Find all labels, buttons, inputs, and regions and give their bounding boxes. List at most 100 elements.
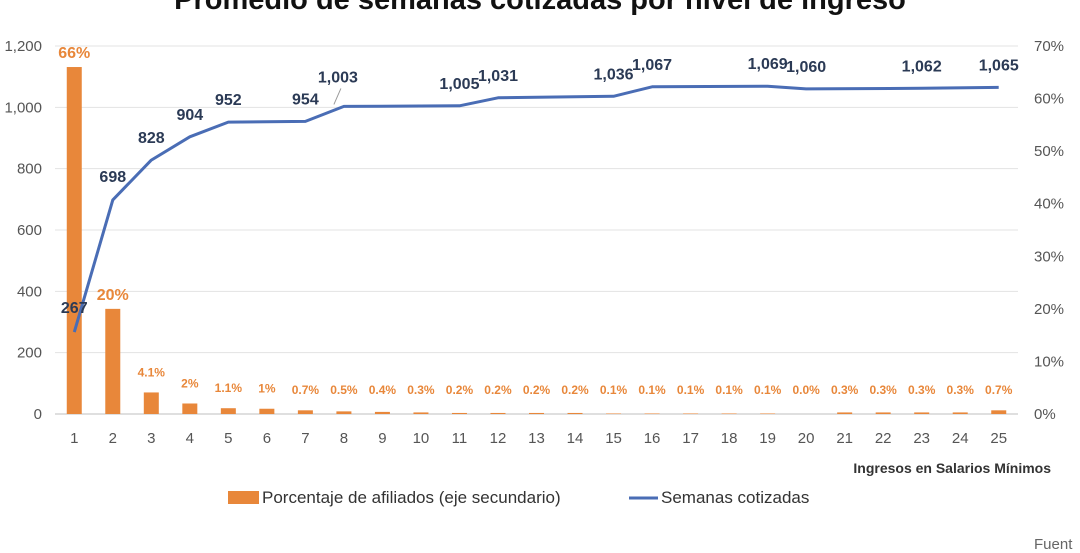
y2-tick-label: 70% [1034,38,1064,55]
y2-tick-label: 20% [1034,301,1064,318]
x-tick-label: 12 [490,430,507,447]
line-series [72,84,999,333]
line-data-label: 1,062 [902,58,942,75]
bar [66,67,82,415]
y2-tick-label: 0% [1034,406,1056,423]
bar-data-label: 1% [258,382,276,396]
leader-line [333,88,342,105]
y-axis-primary: 0 200 400 600 800 1,000 1,200 [4,38,42,423]
line-data-label: 1,036 [594,66,634,83]
x-tick-label: 1 [70,430,78,447]
line-data-label: 954 [292,91,319,108]
x-tick-label: 20 [798,430,815,447]
x-tick-label: 15 [605,430,622,447]
bar [105,308,121,414]
line-data-label: 267 [61,300,88,317]
bar [837,412,853,414]
y2-tick-label: 60% [1034,91,1064,108]
x-tick-label: 9 [378,430,386,447]
y2-tick-label: 50% [1034,143,1064,160]
bar-series [66,67,1007,415]
bar [297,410,313,414]
bar-data-label: 0.0% [792,383,820,397]
x-tick-label: 19 [759,430,776,447]
bar-data-label: 4.1% [138,365,166,379]
bar-data-label: 0.2% [484,383,512,397]
bar-data-label: 0.3% [831,383,859,397]
line-data-label: 952 [215,92,242,109]
x-tick-label: 11 [452,430,468,447]
bar [529,412,544,414]
x-tick-label: 10 [413,430,430,447]
bar-data-label: 0.7% [985,383,1013,397]
x-tick-label: 25 [990,430,1007,447]
y-tick-label: 1,200 [4,38,42,55]
bar [721,413,737,414]
data-labels: 66% 20% 4.1% 2% 1.1% 1% 0.7% 0.5% 0.4% 0.3% 0.2% 0.… [58,45,1019,397]
bar [952,412,968,414]
line-data-label: 1,065 [979,57,1019,74]
bar-data-label: 0.1% [677,383,705,397]
legend-bar-label: Porcentaje de afiliados (eje secundario) [262,488,561,507]
x-axis-title: Ingresos en Salarios Mínimos [853,460,1051,476]
bar [259,408,275,414]
bar-data-label: 0.3% [870,383,898,397]
y-tick-label: 600 [17,222,42,239]
bar [451,412,467,414]
legend: Porcentaje de afiliados (eje secundario)… [228,488,809,507]
x-tick-label: 4 [186,430,194,447]
x-tick-label: 5 [224,430,232,447]
bar [875,412,891,414]
line-data-label: 1,031 [478,68,518,85]
bar-data-label: 0.3% [908,383,936,397]
legend-bar-swatch [228,491,259,504]
chart-title: Promedio de semanas cotizadas por nivel … [174,0,906,16]
x-axis: 1 2 3 4 5 6 7 8 9 10 11 12 13 14 15 16 17 18 19 20 21 22 23 24 2… [70,430,1051,476]
bar-data-label: 20% [97,287,129,304]
bar [991,410,1007,414]
x-tick-label: 3 [147,430,155,447]
bar [644,413,660,414]
bar-data-label: 0.3% [407,383,435,397]
y2-tick-label: 40% [1034,196,1064,213]
y-tick-label: 0 [34,406,42,423]
bar [374,411,390,414]
bar-data-label: 0.4% [369,383,397,397]
bar-data-label: 0.2% [446,383,474,397]
y2-tick-label: 30% [1034,248,1064,265]
y-tick-label: 1,000 [4,99,42,116]
x-tick-label: 22 [875,430,892,447]
bar [606,413,622,414]
y2-tick-label: 10% [1034,353,1064,370]
bar [182,403,198,414]
gridlines [55,45,1018,415]
bar [143,392,159,414]
bar-data-label: 0.3% [947,383,975,397]
x-tick-label: 8 [340,430,348,447]
y-tick-label: 400 [17,283,42,300]
bar-data-label: 0.1% [754,383,782,397]
x-tick-label: 7 [301,430,309,447]
y-tick-label: 200 [17,345,42,362]
line-data-label: 1,060 [786,59,826,76]
bar-data-label: 0.5% [330,383,358,397]
x-tick-label: 2 [109,430,117,447]
line-data-label: 1,005 [439,76,479,93]
bar-data-label: 0.2% [561,383,589,397]
bar [490,412,506,414]
bar [220,408,236,414]
bar-data-label: 1.1% [215,381,243,395]
y-axis-secondary: 0% 10% 20% 30% 40% 50% 60% 70% [1034,38,1064,423]
x-tick-label: 21 [836,430,853,447]
x-tick-label: 18 [721,430,738,447]
x-tick-label: 16 [644,430,661,447]
bar [413,412,429,414]
bar [336,411,352,414]
line-data-label: 698 [99,169,126,186]
source-note: Fuent [1034,536,1073,553]
x-tick-label: 14 [567,430,584,447]
bar-data-label: 0.1% [715,383,743,397]
semanas-line [72,84,999,333]
bar [567,412,583,414]
